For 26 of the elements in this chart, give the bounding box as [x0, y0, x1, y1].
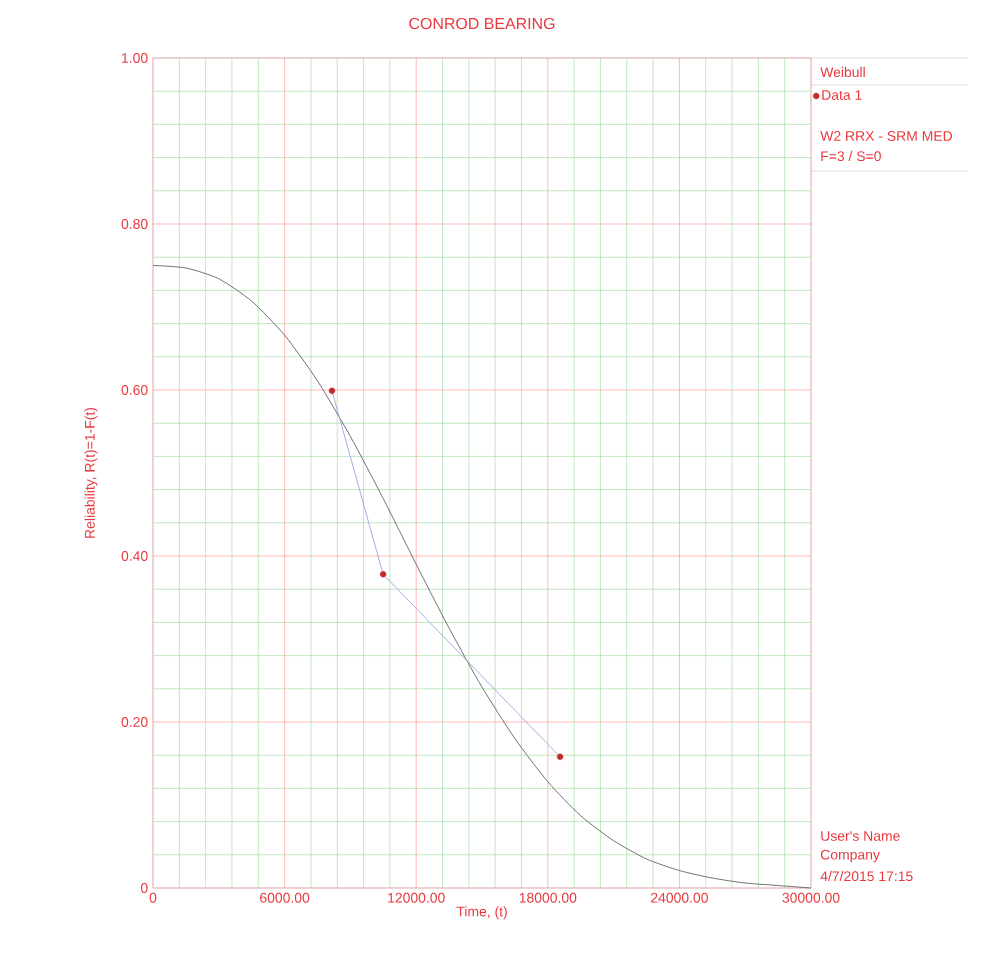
point — [328, 387, 336, 395]
legend-title: Weibull — [820, 66, 865, 78]
y-tick-label: 0 — [140, 883, 148, 893]
text: Company — [820, 849, 880, 863]
legend-label: Data 1 — [822, 90, 862, 100]
x-tick-label: 30000.00 — [782, 892, 840, 903]
text: 4/7/2015 17:15 — [820, 870, 913, 882]
x-tick-label: 12000.00 — [388, 892, 445, 903]
y-tick-label: 0.60 — [121, 385, 148, 395]
y-tick-label: 0.80 — [121, 219, 148, 229]
point — [556, 753, 564, 761]
x-tick-label: 18000.00 — [519, 892, 577, 903]
y-tick-label: 0.40 — [121, 551, 148, 561]
x-tick-label: 24000.00 — [651, 892, 708, 903]
x-tick-label: 0 — [149, 892, 157, 903]
y-tick-label: 1.00 — [122, 53, 148, 63]
x-tick-label: 6000.00 — [260, 892, 310, 903]
y-axis-title: Reliability, R(t)=1-F(t) — [84, 407, 98, 538]
point — [379, 571, 387, 578]
y-tick-label: 0.20 — [121, 717, 148, 727]
text: F=3 / S=0 — [821, 150, 881, 162]
chart-title: CONROD BEARING — [409, 17, 555, 30]
text: W2 RRX - SRM MED — [820, 131, 953, 141]
text: User's Name — [821, 831, 900, 841]
line-series — [152, 265, 812, 889]
x-axis-title: Time, (t) — [456, 906, 507, 920]
